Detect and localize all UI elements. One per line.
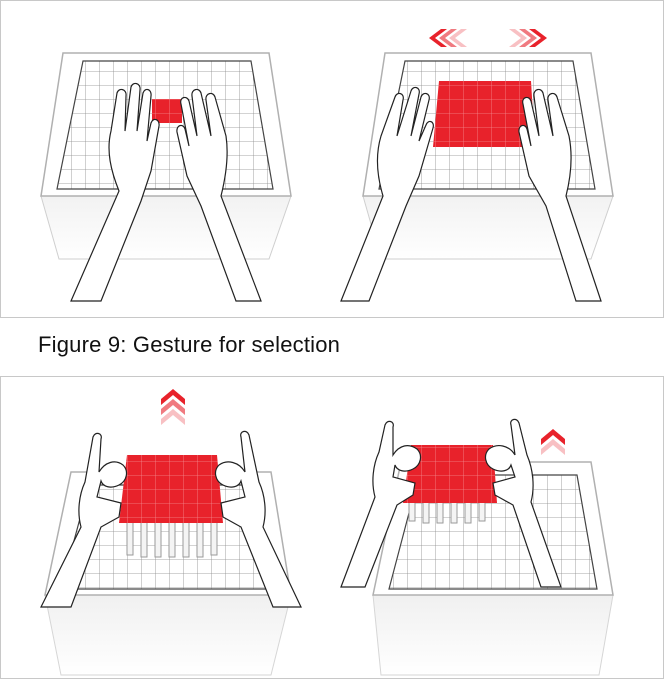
right-hand-icon xyxy=(484,418,562,588)
lifted-region xyxy=(119,455,223,523)
left-hand-icon xyxy=(70,82,160,302)
selected-region xyxy=(152,99,182,123)
scene-small-selection xyxy=(40,52,292,302)
lifted-region-partial xyxy=(403,445,497,503)
figure-panel-top xyxy=(0,0,664,318)
figure-caption: Figure 9: Gesture for selection xyxy=(38,332,341,357)
selection-gesture-illustration xyxy=(40,29,614,302)
scene-lift-partial xyxy=(340,418,614,676)
left-hand-icon xyxy=(340,420,422,588)
lift-up-arrow-icon xyxy=(161,389,185,425)
expand-left-arrow-icon xyxy=(429,29,467,47)
right-hand-icon xyxy=(214,430,302,608)
left-hand-icon xyxy=(40,432,128,608)
lifted-pillars xyxy=(126,516,218,558)
scene-lift-full xyxy=(40,389,302,676)
lift-up-arrow-icon xyxy=(541,429,565,455)
figure-panel-bottom xyxy=(0,376,664,679)
right-hand-icon xyxy=(518,88,602,302)
right-hand-icon xyxy=(176,88,262,302)
scene-expanded-selection xyxy=(340,29,614,302)
lifted-pillars xyxy=(408,494,486,524)
lift-gesture-illustration xyxy=(40,389,614,676)
selected-region-expanded xyxy=(433,81,535,147)
left-hand-icon xyxy=(340,86,434,302)
expand-right-arrow-icon xyxy=(509,29,547,47)
